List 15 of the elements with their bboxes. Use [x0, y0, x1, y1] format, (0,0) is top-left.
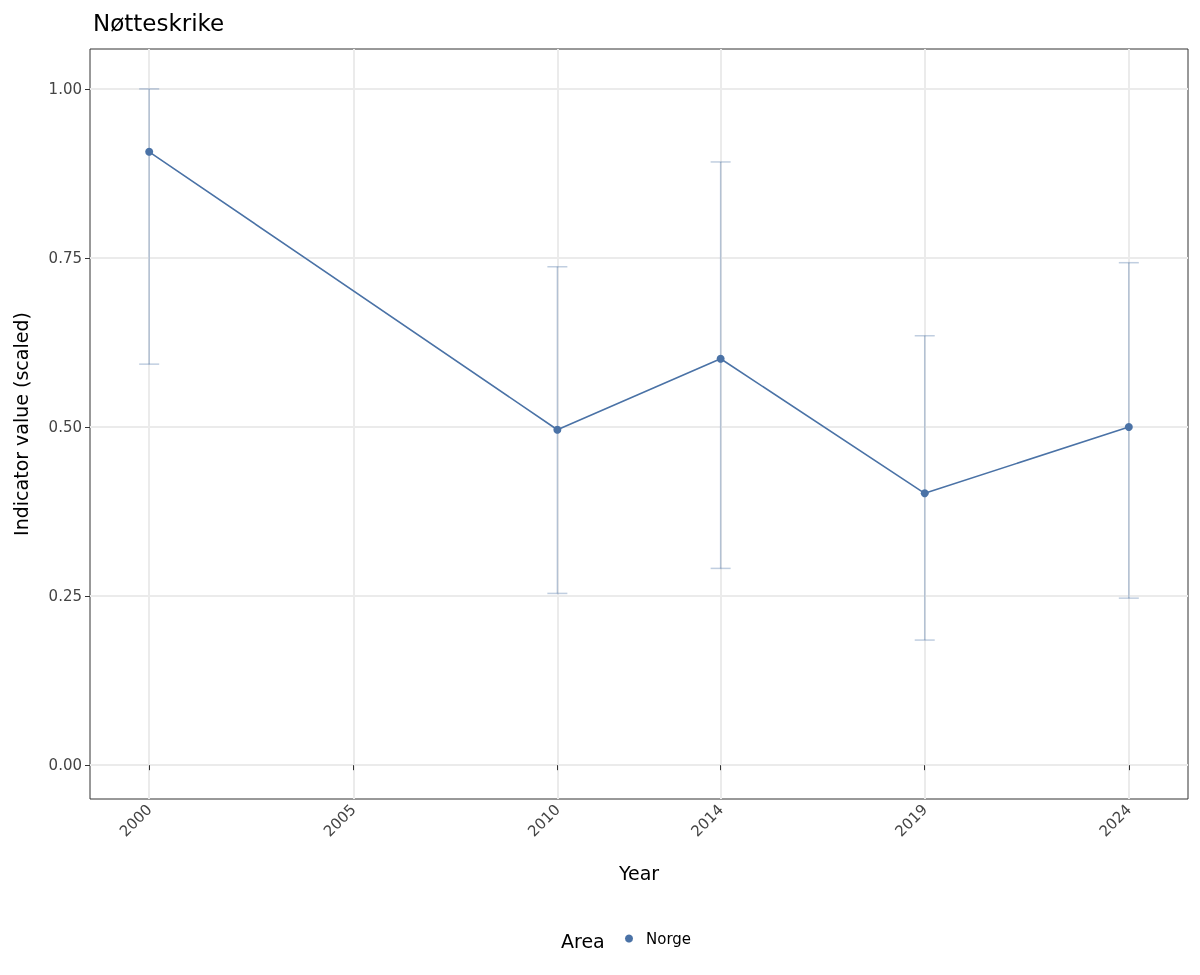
- point: [553, 425, 562, 434]
- y-tick-label: 0.50: [48, 418, 82, 437]
- y-tick-label: 1.00: [48, 79, 82, 98]
- y-tick-label: 0.75: [48, 248, 82, 267]
- point: [716, 354, 725, 363]
- legend-title: Area: [561, 929, 605, 952]
- y-axis-title: Indicator value (scaled): [9, 312, 32, 536]
- x-axis-title: Year: [617, 861, 660, 884]
- point: [145, 147, 154, 156]
- y-tick-label: 0.00: [48, 756, 82, 775]
- point: [920, 489, 929, 498]
- point: [1124, 423, 1133, 432]
- y-tick-label: 0.25: [48, 587, 82, 606]
- chart-title: Nøtteskrike: [93, 9, 225, 36]
- legend-label: Norge: [646, 929, 692, 948]
